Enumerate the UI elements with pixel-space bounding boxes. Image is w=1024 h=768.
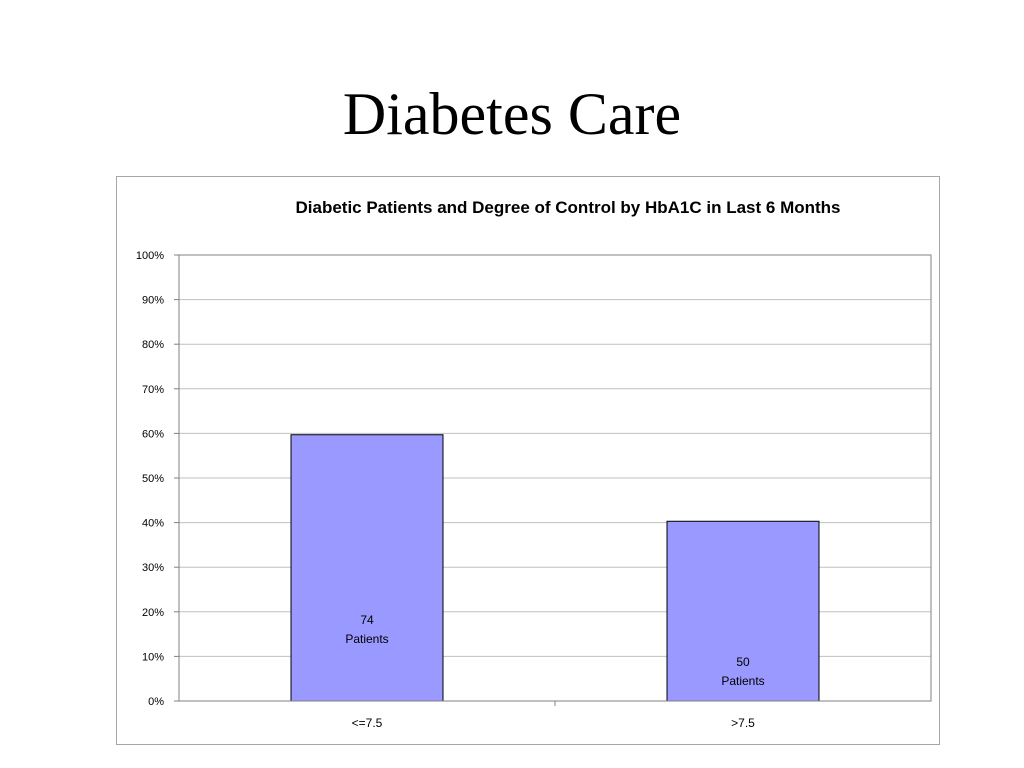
bar [290, 434, 444, 702]
chart-frame: Diabetic Patients and Degree of Control … [116, 176, 940, 745]
y-tick-label: 0% [148, 696, 164, 708]
y-tick-label: 60% [142, 428, 164, 440]
y-tick-label: 90% [142, 295, 164, 307]
x-tick-label: >7.5 [731, 716, 755, 730]
y-tick-labels: 0% 10% 20% 30% 40% 50% 60% 70% 80% 90% 100% [136, 250, 164, 708]
y-tick-label: 80% [142, 339, 164, 351]
y-tick-label: 100% [136, 250, 164, 262]
y-tick-label: 70% [142, 384, 164, 396]
bar-data-label-unit: Patients [345, 632, 389, 646]
bar-data-label-count: 50 [736, 655, 750, 669]
axes [174, 254, 932, 706]
bar [666, 520, 820, 702]
y-tick-label: 10% [142, 651, 164, 663]
bar-data-label-unit: Patients [721, 674, 765, 688]
bar-data-label: 74 Patients [307, 611, 427, 649]
bars [290, 434, 820, 702]
slide-title: Diabetes Care [342, 81, 682, 147]
y-tick-label: 20% [142, 607, 164, 619]
x-tick-labels: <=7.5 >7.5 [352, 716, 756, 730]
bar-data-label-count: 74 [360, 613, 374, 627]
x-tick-label: <=7.5 [352, 716, 383, 730]
bar-chart: Diabetic Patients and Degree of Control … [136, 198, 932, 730]
y-tick-label: 50% [142, 473, 164, 485]
y-tick-label: 40% [142, 518, 164, 530]
chart-title: Diabetic Patients and Degree of Control … [295, 198, 840, 217]
y-tick-label: 30% [142, 562, 164, 574]
bar-data-label: 50 Patients [683, 653, 803, 691]
